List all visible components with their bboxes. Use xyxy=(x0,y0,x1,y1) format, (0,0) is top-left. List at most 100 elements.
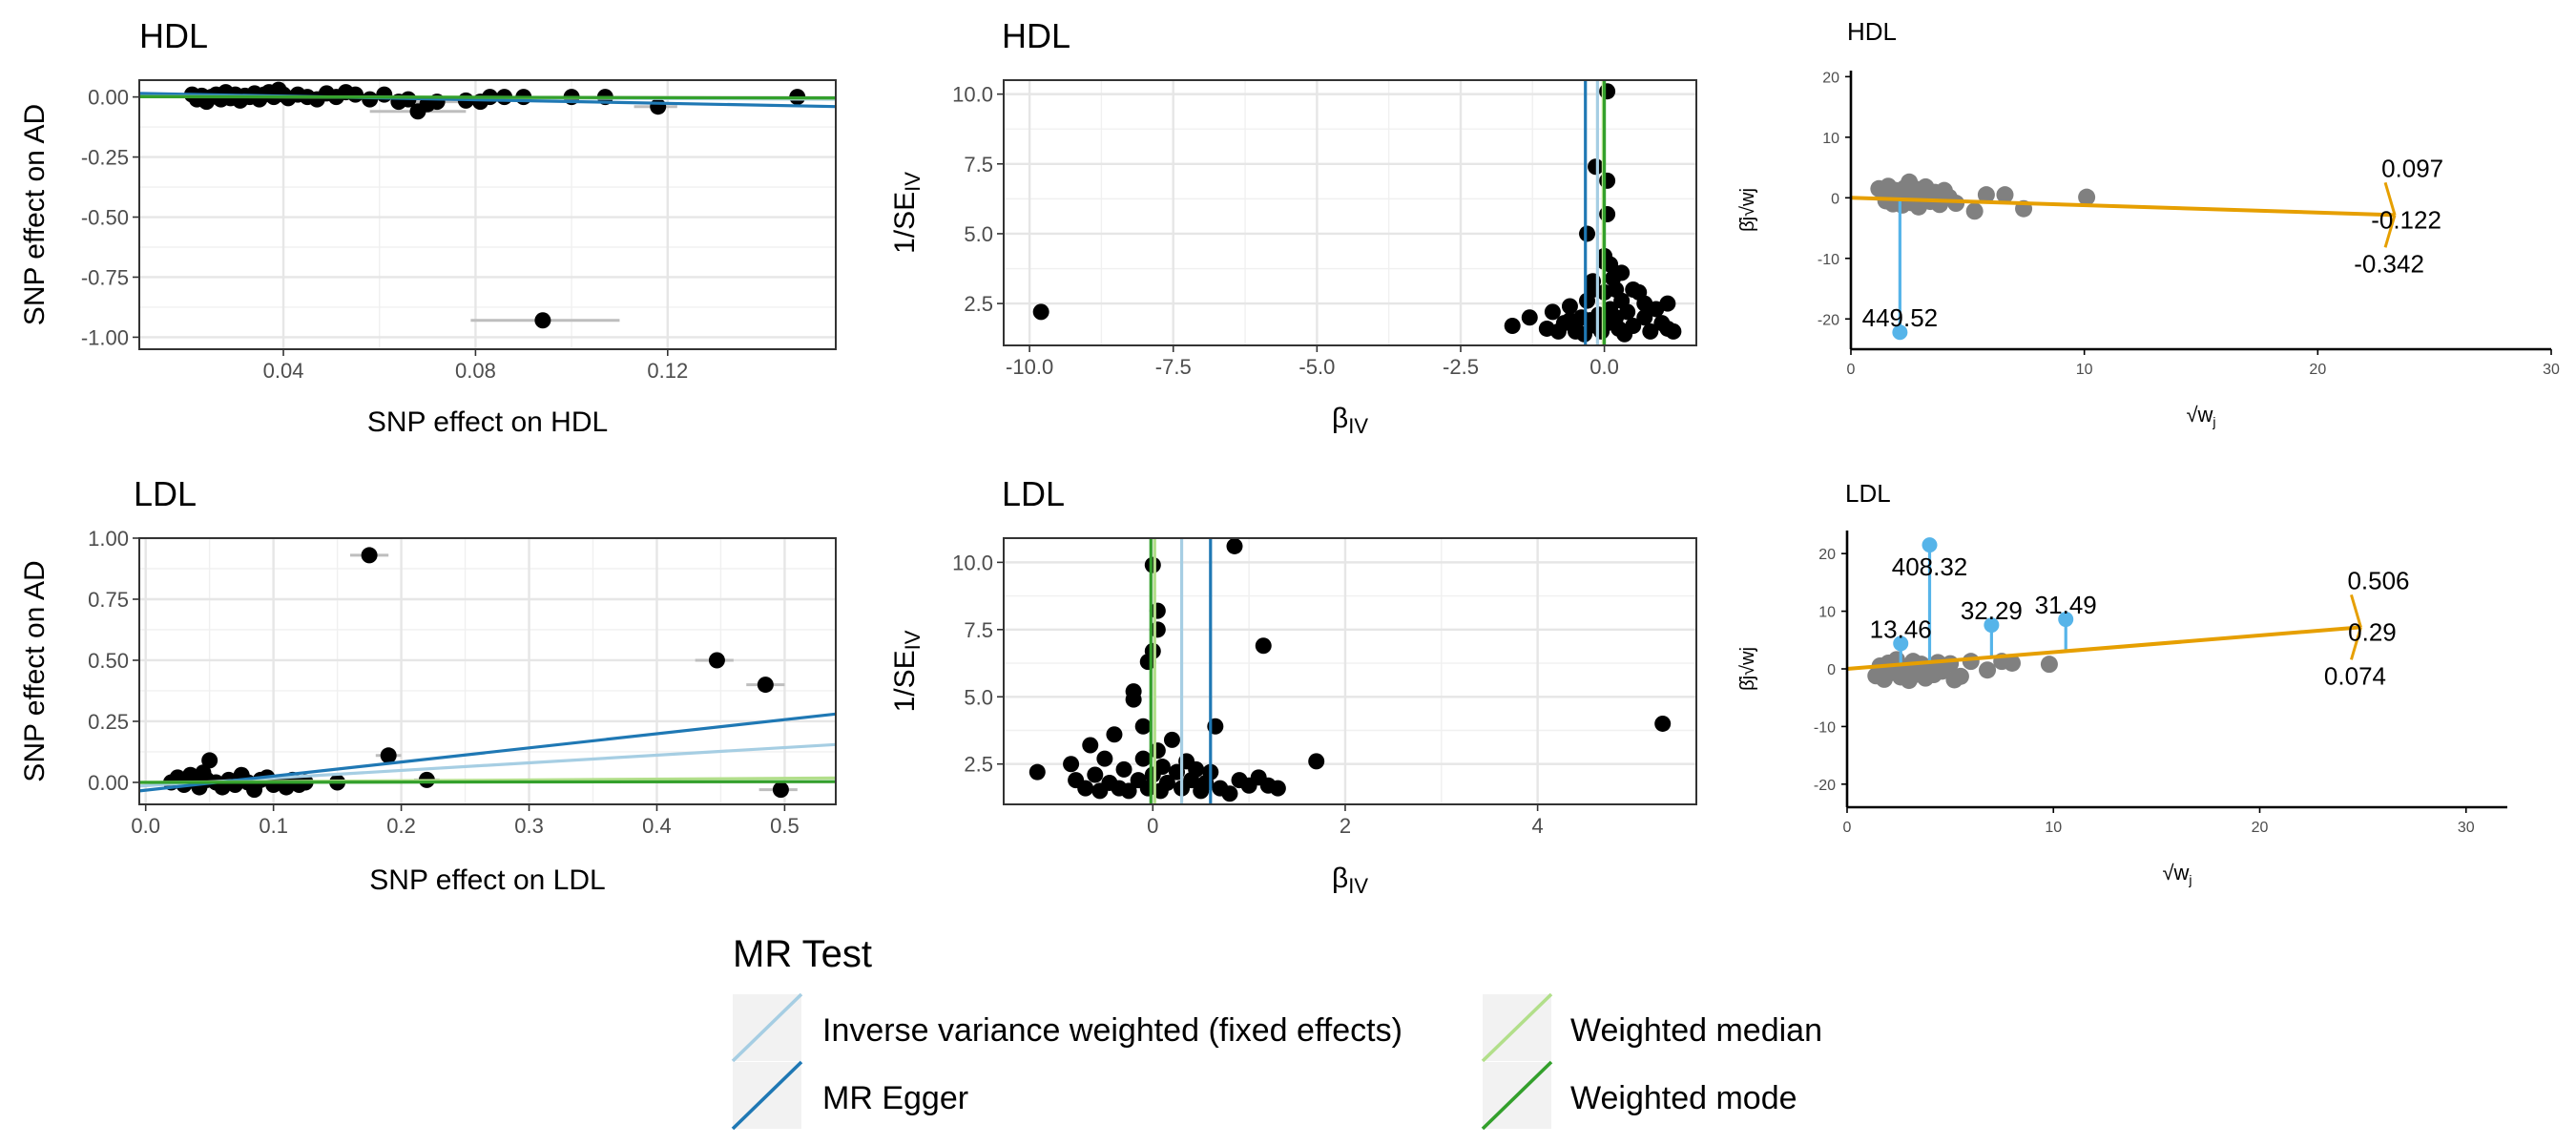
estimate-line xyxy=(139,712,836,793)
y-tick-label: 0.75 xyxy=(88,588,129,612)
y-tick-label: 10.0 xyxy=(952,551,993,574)
data-point xyxy=(1255,637,1272,655)
y-tick-label: 0.25 xyxy=(88,710,129,734)
y-tick-label: -0.50 xyxy=(81,206,129,230)
x-tick-label: -5.0 xyxy=(1298,355,1335,379)
legend-item-label: Weighted mode xyxy=(1570,1080,1797,1116)
legend: MR Test Inverse variance weighted (fixed… xyxy=(731,933,1822,1131)
plot-border xyxy=(138,79,837,350)
x-tick-label: 20 xyxy=(2252,820,2269,836)
panel-hdl-radial: HDL 449.52 0.097 -0.122 -0.342 0 10 20 30 20 10 0 -1… xyxy=(1737,17,2560,429)
y-tick-label: 2.5 xyxy=(964,292,993,316)
x-tick-label: 0.4 xyxy=(642,814,672,838)
x-tick-label: 0 xyxy=(1843,820,1852,836)
data-point xyxy=(757,677,774,694)
x-tick-label: 0.08 xyxy=(455,359,496,383)
data-point xyxy=(1082,737,1099,754)
x-tick-label: -7.5 xyxy=(1155,355,1192,379)
estimate-label: 0.29 xyxy=(2348,617,2397,646)
ivw-fit-line xyxy=(1850,196,2396,218)
ci-lower-mark xyxy=(2350,626,2362,660)
data-point xyxy=(1544,303,1561,321)
outlier-point xyxy=(1892,324,1908,341)
estimate-line xyxy=(139,780,836,784)
x-tick-label: 0.12 xyxy=(647,359,688,383)
panel-hdl-funnel: HDL -10.0 -7.5 -5.0 -2.5 0.0 2.5 5.0 7.5 10.0 βIV 1… xyxy=(889,16,1697,438)
ci-lower-mark xyxy=(2383,214,2397,248)
data-point xyxy=(1163,731,1180,748)
x-tick-label: 0.5 xyxy=(770,814,800,838)
data-point xyxy=(1636,309,1653,326)
x-tick-label: 4 xyxy=(1532,814,1544,838)
y-axis-label: β̂j√wj xyxy=(1737,188,1758,232)
y-axis-label: 1/SEIV xyxy=(889,630,924,712)
plot-area xyxy=(1028,538,1672,804)
x-tick-label: 10 xyxy=(2045,820,2062,836)
data-point xyxy=(2040,656,2058,674)
data-point xyxy=(650,98,667,115)
ci-lower-label: -0.342 xyxy=(2354,249,2424,278)
ci-upper-label: 0.097 xyxy=(2381,154,2443,182)
panel-title: LDL xyxy=(1002,474,1065,513)
plot-area: 449.52 0.097 -0.122 -0.342 xyxy=(1850,154,2443,341)
data-point xyxy=(1579,225,1596,242)
data-point xyxy=(361,547,378,564)
x-tick-label: 0.1 xyxy=(259,814,288,838)
data-point xyxy=(2004,654,2021,672)
data-point xyxy=(1588,158,1605,176)
y-axis-label: 1/SEIV xyxy=(889,172,924,254)
x-axis-label: SNP effect on HDL xyxy=(367,406,608,438)
data-point xyxy=(1120,782,1137,800)
y-tick-label: 20 xyxy=(1822,70,1839,86)
x-tick-label: 0.2 xyxy=(386,814,416,838)
plot-border xyxy=(138,537,837,805)
data-point xyxy=(1613,264,1631,281)
data-point xyxy=(1659,320,1676,337)
panel-title: LDL xyxy=(134,474,197,513)
data-point xyxy=(1625,281,1642,298)
data-point xyxy=(1087,766,1104,783)
data-point xyxy=(1134,718,1152,735)
y-tick-label: 5.0 xyxy=(964,222,993,246)
x-tick-label: -10.0 xyxy=(1006,355,1053,379)
data-point xyxy=(1599,172,1616,189)
y-tick-label: 20 xyxy=(1818,547,1836,563)
data-point xyxy=(1599,83,1616,100)
ci-upper-mark xyxy=(2350,593,2362,628)
data-point xyxy=(1951,667,1969,685)
x-axis-label: SNP effect on LDL xyxy=(369,864,605,896)
panel-title: HDL xyxy=(1847,17,1897,46)
outlier-label: 449.52 xyxy=(1862,303,1939,332)
plot-border xyxy=(1003,537,1697,805)
y-axis-label: β̂j√wj xyxy=(1737,647,1758,691)
ivw-fit-line xyxy=(1846,625,2361,671)
y-tick-label: 0.50 xyxy=(88,649,129,673)
x-tick-label: 0.0 xyxy=(131,814,160,838)
panel-hdl-scatter: HDL 0.04 0.08 0.12 0.00 -0.25 -0.50 -0.75 -1.00 S… xyxy=(19,16,837,438)
plot-border xyxy=(1003,79,1697,346)
x-tick-label: 2 xyxy=(1340,814,1351,838)
data-point xyxy=(1965,202,1984,220)
y-tick-label: 10 xyxy=(1822,131,1839,147)
legend-key-line xyxy=(731,1060,803,1131)
data-point xyxy=(1608,281,1625,298)
legend-key-line xyxy=(1481,992,1553,1063)
data-point xyxy=(1269,780,1286,797)
outlier-label: 13.46 xyxy=(1870,614,1932,643)
data-point xyxy=(201,752,218,769)
plot-area: 408.32 13.46 32.29 31.49 0.506 0.29 0.074 xyxy=(1846,537,2410,690)
data-point xyxy=(708,652,725,669)
data-point xyxy=(1521,309,1538,326)
legend-key-line xyxy=(731,992,803,1063)
data-point xyxy=(1125,691,1142,708)
data-point xyxy=(1561,298,1578,315)
data-point xyxy=(1115,760,1132,778)
data-point xyxy=(1077,780,1094,797)
data-point xyxy=(1996,186,2014,204)
plot-background xyxy=(1004,538,1696,804)
outlier-point xyxy=(1922,537,1938,553)
legend-title: MR Test xyxy=(733,933,872,975)
data-point xyxy=(1561,312,1578,329)
outlier-point xyxy=(1893,635,1909,652)
plot-area xyxy=(139,81,836,329)
